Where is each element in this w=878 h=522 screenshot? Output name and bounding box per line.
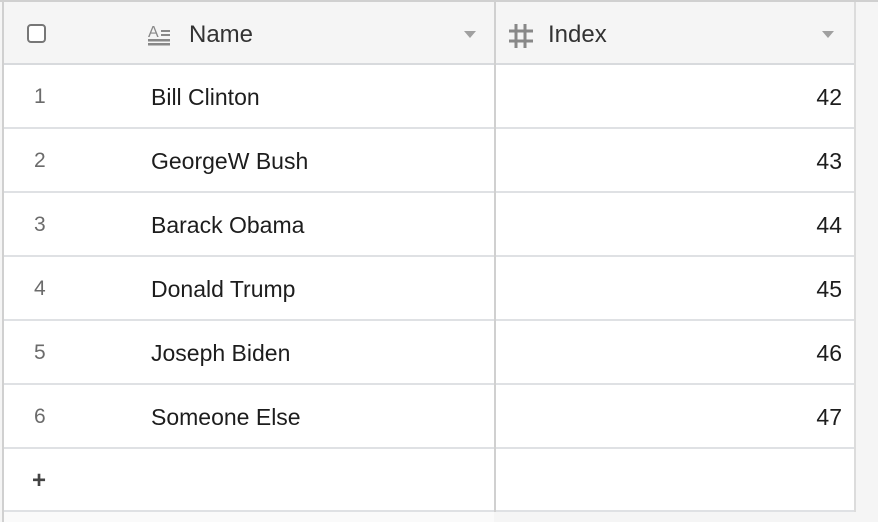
index-cell[interactable]: 45 bbox=[816, 276, 842, 302]
row-number: 6 bbox=[34, 405, 46, 428]
add-row-index-cell[interactable] bbox=[496, 449, 854, 512]
table-row[interactable]: 6 Someone Else bbox=[4, 385, 494, 449]
table-row-index[interactable]: 47 bbox=[496, 385, 854, 449]
row-number: 2 bbox=[34, 149, 46, 172]
row-number: 3 bbox=[34, 213, 46, 236]
index-cell[interactable]: 43 bbox=[816, 148, 842, 174]
row-number: 4 bbox=[34, 277, 46, 300]
table-row-index[interactable]: 43 bbox=[496, 129, 854, 193]
table-row[interactable]: 2 GeorgeW Bush bbox=[4, 129, 494, 193]
text-field-icon: A bbox=[148, 24, 170, 46]
name-column-dropdown-icon[interactable] bbox=[464, 31, 476, 38]
name-cell[interactable]: Someone Else bbox=[151, 404, 301, 430]
index-cell[interactable]: 42 bbox=[816, 84, 842, 110]
header-name-column[interactable]: A Name bbox=[4, 2, 494, 65]
index-cell[interactable]: 46 bbox=[816, 340, 842, 366]
name-cell[interactable]: Donald Trump bbox=[151, 276, 296, 302]
plus-icon[interactable]: + bbox=[32, 467, 47, 494]
name-cell[interactable]: GeorgeW Bush bbox=[151, 148, 309, 174]
select-all-checkbox[interactable] bbox=[27, 24, 46, 43]
table-row-index[interactable]: 44 bbox=[496, 193, 854, 257]
table-row[interactable]: 4 Donald Trump bbox=[4, 257, 494, 321]
name-cell[interactable]: Barack Obama bbox=[151, 212, 305, 238]
table-row-index[interactable]: 42 bbox=[496, 65, 854, 129]
add-row-button[interactable]: + bbox=[4, 449, 494, 512]
svg-text:A: A bbox=[148, 24, 159, 41]
name-cell[interactable]: Bill Clinton bbox=[151, 84, 260, 110]
table-row-index[interactable]: 46 bbox=[496, 321, 854, 385]
number-field-icon bbox=[509, 24, 533, 48]
row-number: 5 bbox=[34, 341, 46, 364]
table-row-index[interactable]: 45 bbox=[496, 257, 854, 321]
column-header-index: Index bbox=[548, 21, 607, 48]
index-cell[interactable]: 44 bbox=[816, 212, 842, 238]
name-cell[interactable]: Joseph Biden bbox=[151, 340, 291, 366]
column-header-name: Name bbox=[189, 21, 254, 48]
row-number: 1 bbox=[34, 85, 46, 108]
table-row[interactable]: 5 Joseph Biden bbox=[4, 321, 494, 385]
index-cell[interactable]: 47 bbox=[816, 404, 842, 430]
index-column-dropdown-icon[interactable] bbox=[822, 31, 834, 38]
table-row[interactable]: 1 Bill Clinton bbox=[4, 65, 494, 129]
header-index-column[interactable]: Index bbox=[496, 2, 854, 65]
grid-top-border bbox=[0, 0, 878, 2]
table-row[interactable]: 3 Barack Obama bbox=[4, 193, 494, 257]
